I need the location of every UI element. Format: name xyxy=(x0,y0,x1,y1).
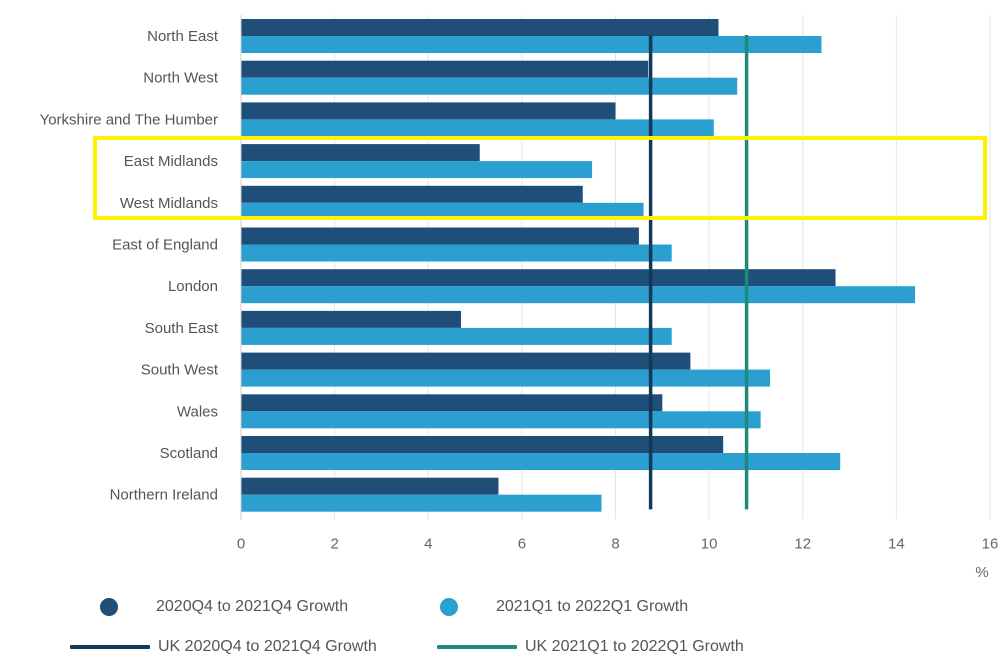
bar-2 xyxy=(241,36,822,53)
legend-label: UK 2021Q1 to 2022Q1 Growth xyxy=(525,638,744,655)
bar-1 xyxy=(241,394,663,412)
bar-1 xyxy=(241,269,836,287)
bar-chart: 0 2 4 6 8 10 12 14 16 North East North West Yorksh… xyxy=(40,15,999,581)
category-label: East of England xyxy=(112,237,218,254)
bar-2 xyxy=(241,494,602,512)
series-2-marker xyxy=(440,598,458,616)
bar-1 xyxy=(241,436,724,453)
bar-1 xyxy=(241,227,639,245)
legend-item-series-2: 2021Q1 to 2022Q1 Growth xyxy=(440,598,688,616)
category-label: Scotland xyxy=(160,445,218,462)
uk-line-2-marker xyxy=(437,645,517,649)
bar-1 xyxy=(241,60,649,78)
x-tick-label: 16 xyxy=(982,535,999,552)
category-label: Northern Ireland xyxy=(110,487,218,504)
bar-2 xyxy=(241,161,593,179)
x-tick-label: 0 xyxy=(237,535,245,552)
x-tick-label: 12 xyxy=(794,535,811,552)
bar-2 xyxy=(241,369,770,387)
legend-item-uk-line-2: UK 2021Q1 to 2022Q1 Growth xyxy=(437,638,744,656)
bar-2 xyxy=(241,119,714,137)
x-tick-label: 14 xyxy=(888,535,905,552)
bar-2 xyxy=(241,202,644,220)
bar-1 xyxy=(241,19,719,36)
bar-1 xyxy=(241,185,583,203)
bars xyxy=(241,19,916,512)
uk-line-1-marker xyxy=(70,645,150,649)
bar-2 xyxy=(241,77,738,95)
bar-1 xyxy=(241,310,462,328)
bar-2 xyxy=(241,244,672,262)
grid-lines xyxy=(334,15,991,520)
category-label: North East xyxy=(147,28,219,45)
bar-1 xyxy=(241,477,499,495)
category-label: North West xyxy=(143,70,219,87)
bar-2 xyxy=(241,327,672,345)
category-label: South East xyxy=(145,320,219,337)
bar-1 xyxy=(241,144,480,162)
legend-label: 2020Q4 to 2021Q4 Growth xyxy=(156,598,349,615)
legend-label: UK 2020Q4 to 2021Q4 Growth xyxy=(158,638,377,655)
category-labels: North East North West Yorkshire and The Hu… xyxy=(40,28,219,504)
x-axis-unit-label: % xyxy=(975,564,988,581)
legend-item-series-1: 2020Q4 to 2021Q4 Growth xyxy=(100,598,348,616)
x-tick-label: 6 xyxy=(518,535,526,552)
bar-2 xyxy=(241,286,916,304)
x-tick-label: 4 xyxy=(424,535,432,552)
reference-lines xyxy=(648,35,749,510)
category-label: South West xyxy=(141,362,219,379)
x-tick-label: 8 xyxy=(611,535,619,552)
x-axis: 0 2 4 6 8 10 12 14 16 xyxy=(237,15,999,552)
legend-item-uk-line-1: UK 2020Q4 to 2021Q4 Growth xyxy=(70,638,377,656)
bar-1 xyxy=(241,102,616,120)
category-label: Wales xyxy=(177,403,218,420)
highlight-box xyxy=(93,136,987,220)
x-tick-label: 10 xyxy=(701,535,718,552)
legend-label: 2021Q1 to 2022Q1 Growth xyxy=(496,598,689,615)
category-label: Yorkshire and The Humber xyxy=(40,111,218,128)
series-1-marker xyxy=(100,598,118,616)
legend: 2020Q4 to 2021Q4 Growth 2021Q1 to 2022Q1… xyxy=(0,590,1002,659)
category-label: East Midlands xyxy=(124,153,218,170)
category-label: West Midlands xyxy=(120,195,218,212)
bar-2 xyxy=(241,411,761,429)
x-tick-label: 2 xyxy=(330,535,338,552)
bar-2 xyxy=(241,453,841,470)
category-label: London xyxy=(168,278,218,295)
bar-1 xyxy=(241,352,691,370)
